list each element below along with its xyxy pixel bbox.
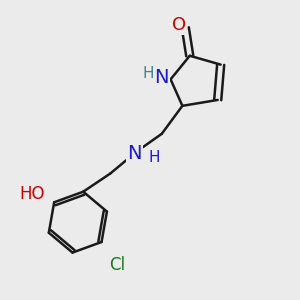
Text: H: H bbox=[143, 66, 154, 81]
Text: N: N bbox=[154, 68, 169, 87]
Text: HO: HO bbox=[19, 184, 44, 202]
Text: H: H bbox=[148, 150, 160, 165]
Text: N: N bbox=[128, 144, 142, 163]
Text: Cl: Cl bbox=[110, 256, 126, 274]
Text: O: O bbox=[172, 16, 186, 34]
